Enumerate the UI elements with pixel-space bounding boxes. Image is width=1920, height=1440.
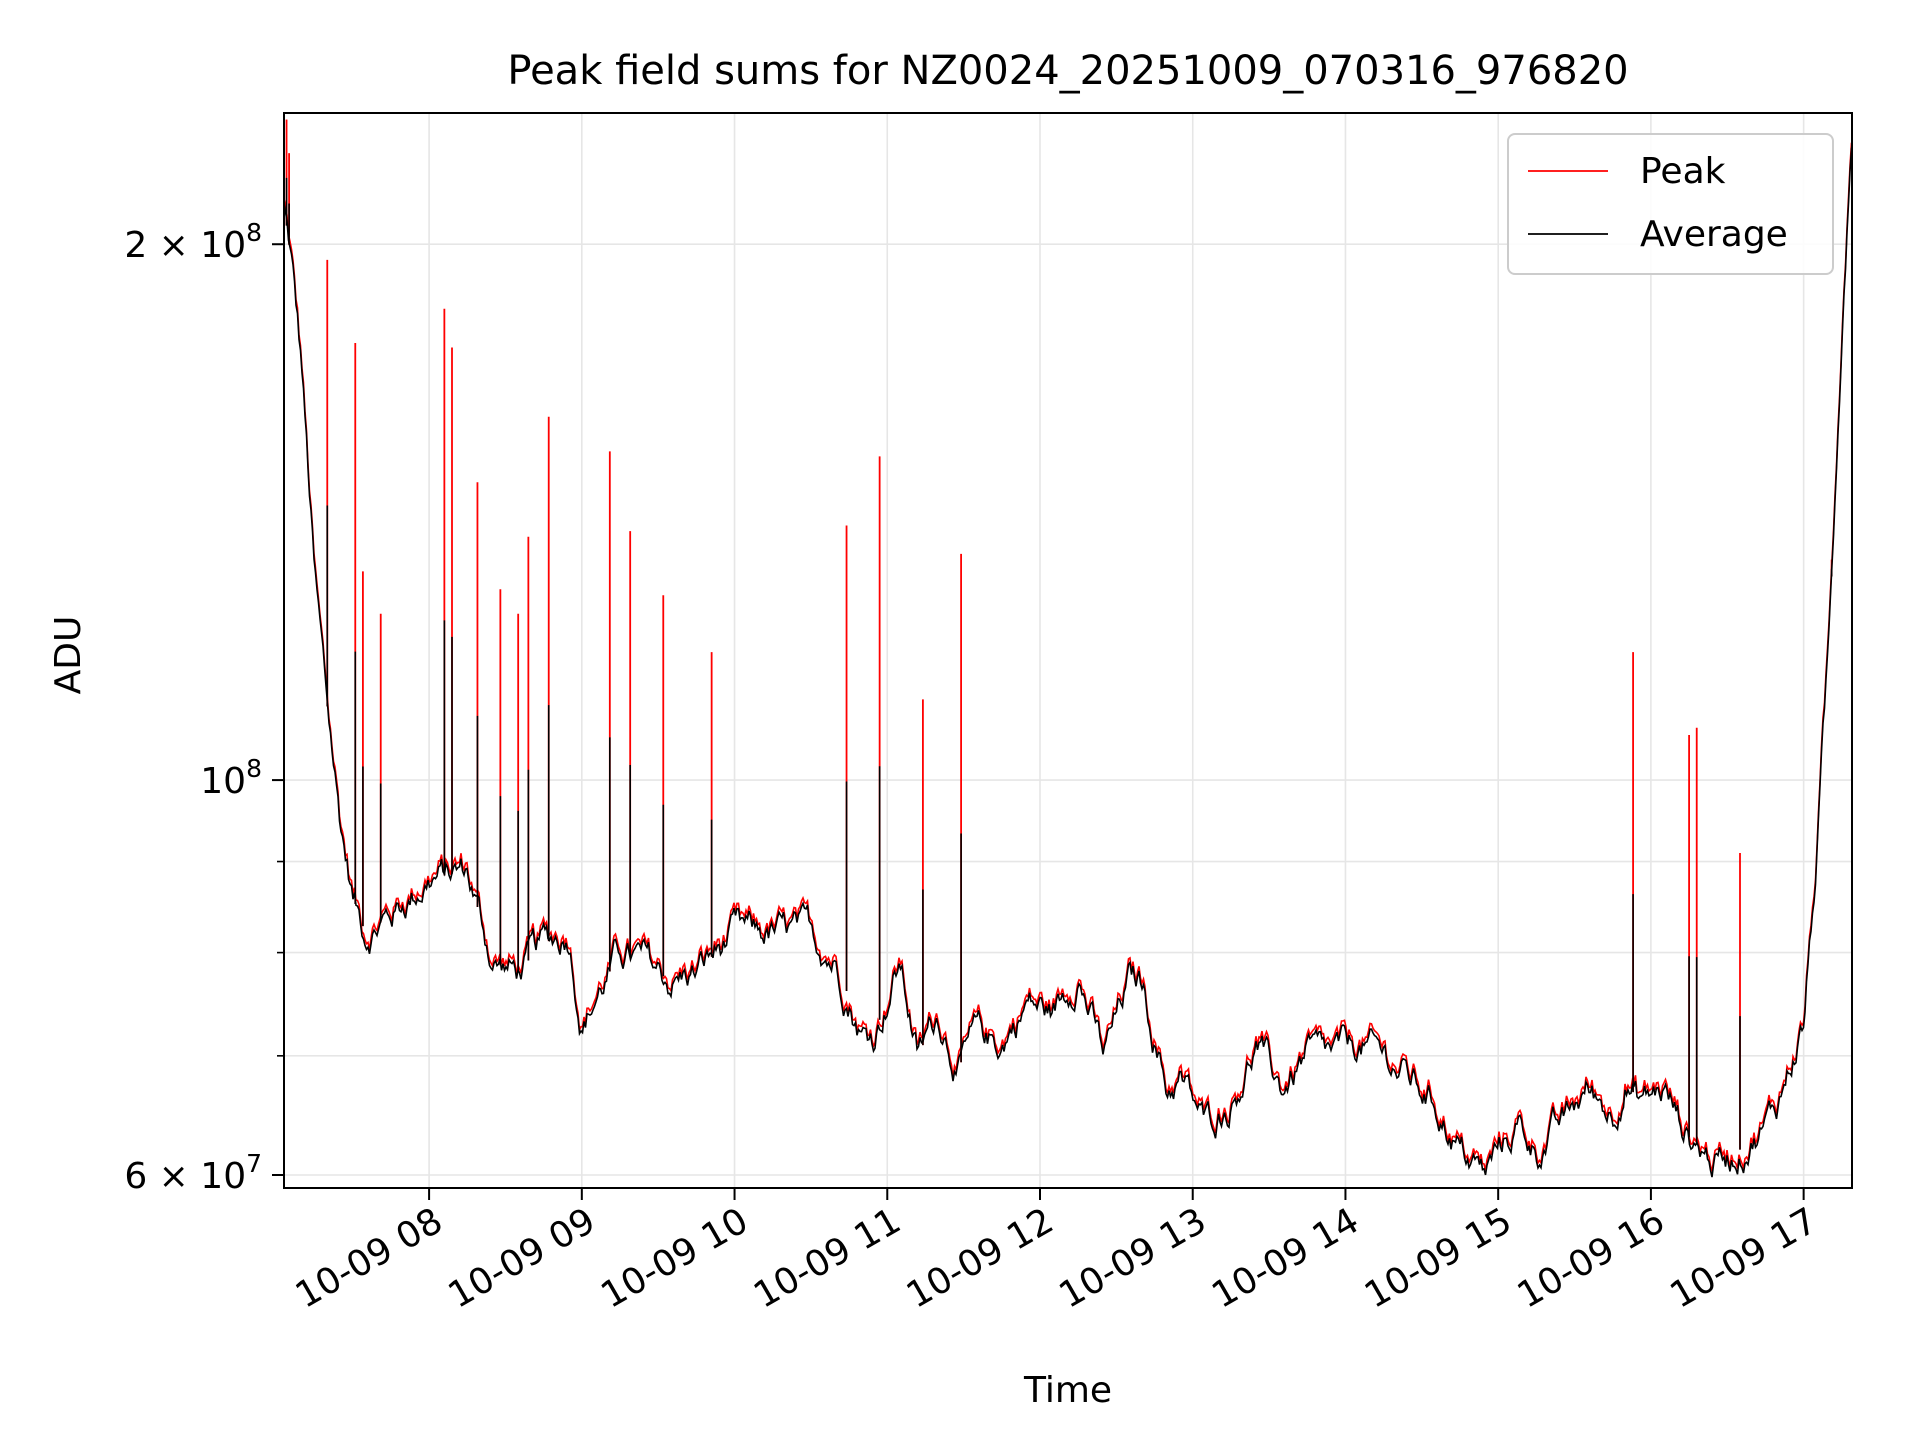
legend-peak-label: Peak xyxy=(1640,151,1726,192)
y-axis-label: ADU xyxy=(48,616,89,695)
plot-area xyxy=(284,119,1852,1178)
chart-title: Peak field sums for NZ0024_20251009_0703… xyxy=(507,48,1628,94)
y-tick-label: 6 × 107 xyxy=(124,1149,262,1197)
legend-box xyxy=(1507,133,1834,275)
legend-average-label: Average xyxy=(1640,214,1788,255)
series-peak-spikes xyxy=(285,119,1833,1150)
legend: Peak Average xyxy=(1507,133,1834,275)
plot-frame xyxy=(283,112,1853,1189)
y-tick-label: 2 × 108 xyxy=(124,218,262,266)
series-average-line xyxy=(284,147,1852,1178)
series-peak-line xyxy=(284,142,1852,1172)
x-axis-label: Time xyxy=(1023,1370,1112,1411)
